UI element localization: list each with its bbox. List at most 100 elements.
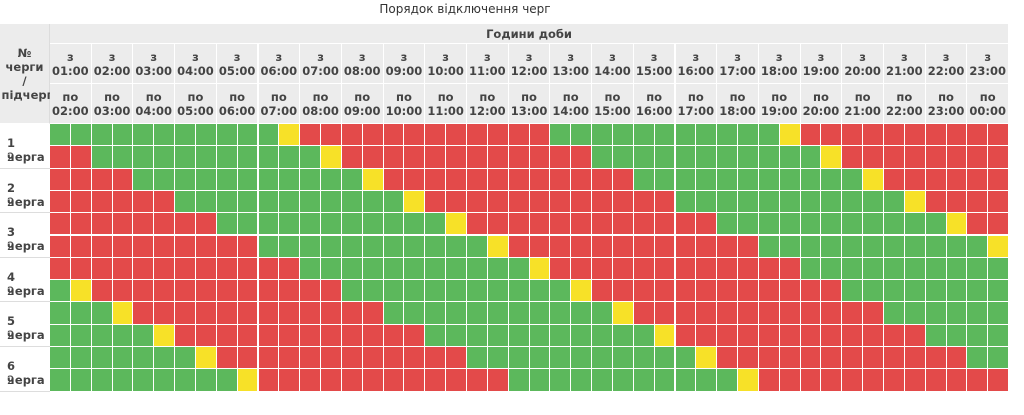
schedule-cell [967,146,989,169]
schedule-cell [696,168,718,191]
schedule-cell [362,190,384,214]
schedule-cell [341,235,363,258]
slot-from-time: 06:00 [260,63,298,78]
schedule-cell [175,168,196,191]
schedule-cell [154,369,176,392]
subqueue-number: 2 [7,283,15,298]
hours-label: Години доби [486,26,572,41]
schedule-cell [383,190,405,214]
schedule-cell [529,213,551,236]
schedule-cell [592,280,613,303]
schedule-cell [300,124,322,147]
schedule-cell [341,280,363,303]
subqueue-number: 2 [7,373,15,387]
schedule-cell [175,369,196,392]
schedule-cell [237,190,259,214]
schedule-cell [592,190,613,214]
schedule-cell [404,190,426,214]
slot-to-prefix: по [854,89,871,104]
schedule-cell [967,347,989,370]
schedule-cell [946,302,968,325]
schedule-cell [383,124,405,147]
schedule-cell [988,280,1010,303]
schedule-cell [738,257,759,281]
schedule-cell [446,324,467,347]
schedule-cell [967,369,989,392]
schedule-cell [946,280,968,303]
schedule-cell [279,124,301,147]
slot-from-prefix: з [775,49,783,64]
schedule-cell [550,235,572,258]
schedule-cell [50,124,71,147]
schedule-cell [550,302,572,325]
schedule-cell [633,146,655,169]
slot-from-time: 20:00 [844,63,881,78]
slot-to-time: 16:00 [635,103,673,118]
schedule-cell [988,369,1010,392]
schedule-cell [404,146,426,169]
schedule-cell [237,369,259,392]
schedule-cell [633,324,655,347]
schedule-cell [571,347,593,370]
schedule-cell [112,213,134,236]
slot-to-time: 21:00 [844,103,881,118]
schedule-cell [800,146,822,169]
schedule-cell [467,235,488,258]
schedule-cell [779,124,801,147]
schedule-cell [70,280,92,303]
schedule-cell [696,190,718,214]
schedule-cell [529,190,551,214]
schedule-cell [467,124,488,147]
slot-from-header: з 15:00 [633,44,676,84]
schedule-cell [300,347,322,370]
schedule-cell [154,324,176,347]
schedule-cell [529,146,551,169]
schedule-cell [571,257,593,281]
schedule-cell [258,235,280,258]
schedule-cell [362,235,384,258]
schedule-cell [341,190,363,214]
queue-name: 6 черга [7,359,45,387]
slot-from-header: з 07:00 [300,44,342,84]
slot-from-time: 10:00 [427,63,464,78]
schedule-cell [529,302,551,325]
schedule-cell [863,190,884,214]
schedule-cell [863,213,884,236]
schedule-cell [696,124,718,147]
schedule-cell [633,347,655,370]
slot-to-header: по 23:00 [925,84,968,124]
schedule-cell [91,213,113,236]
schedule-cell [279,347,301,370]
slot-from-time: 03:00 [135,63,173,78]
schedule-cell [195,124,217,147]
schedule-cell [362,347,384,370]
schedule-cell [133,302,155,325]
schedule-cell [529,324,551,347]
schedule-cell [404,235,426,258]
schedule-cell [50,257,71,281]
schedule-cell [175,235,196,258]
schedule-cell [425,146,447,169]
slot-from-prefix: з [942,49,950,64]
schedule-cell [237,124,259,147]
corner-header: № черги / підчерги [0,24,61,124]
slot-from-header: з 20:00 [842,44,884,84]
schedule-cell [842,324,864,347]
schedule-cell [571,190,593,214]
schedule-cell [112,146,134,169]
schedule-cell [195,280,217,303]
schedule-cell [321,302,342,325]
schedule-cell [758,168,780,191]
schedule-cell [362,213,384,236]
schedule-cell [425,190,447,214]
schedule-cell [425,124,447,147]
schedule-cell [341,324,363,347]
schedule-cell [925,369,947,392]
slot-from-time: 19:00 [802,63,840,78]
slot-to-prefix: по [104,89,120,104]
schedule-cell [884,168,905,191]
schedule-cell [612,190,634,214]
schedule-cell [300,190,322,214]
schedule-cell [195,369,217,392]
schedule-cell [821,257,843,281]
